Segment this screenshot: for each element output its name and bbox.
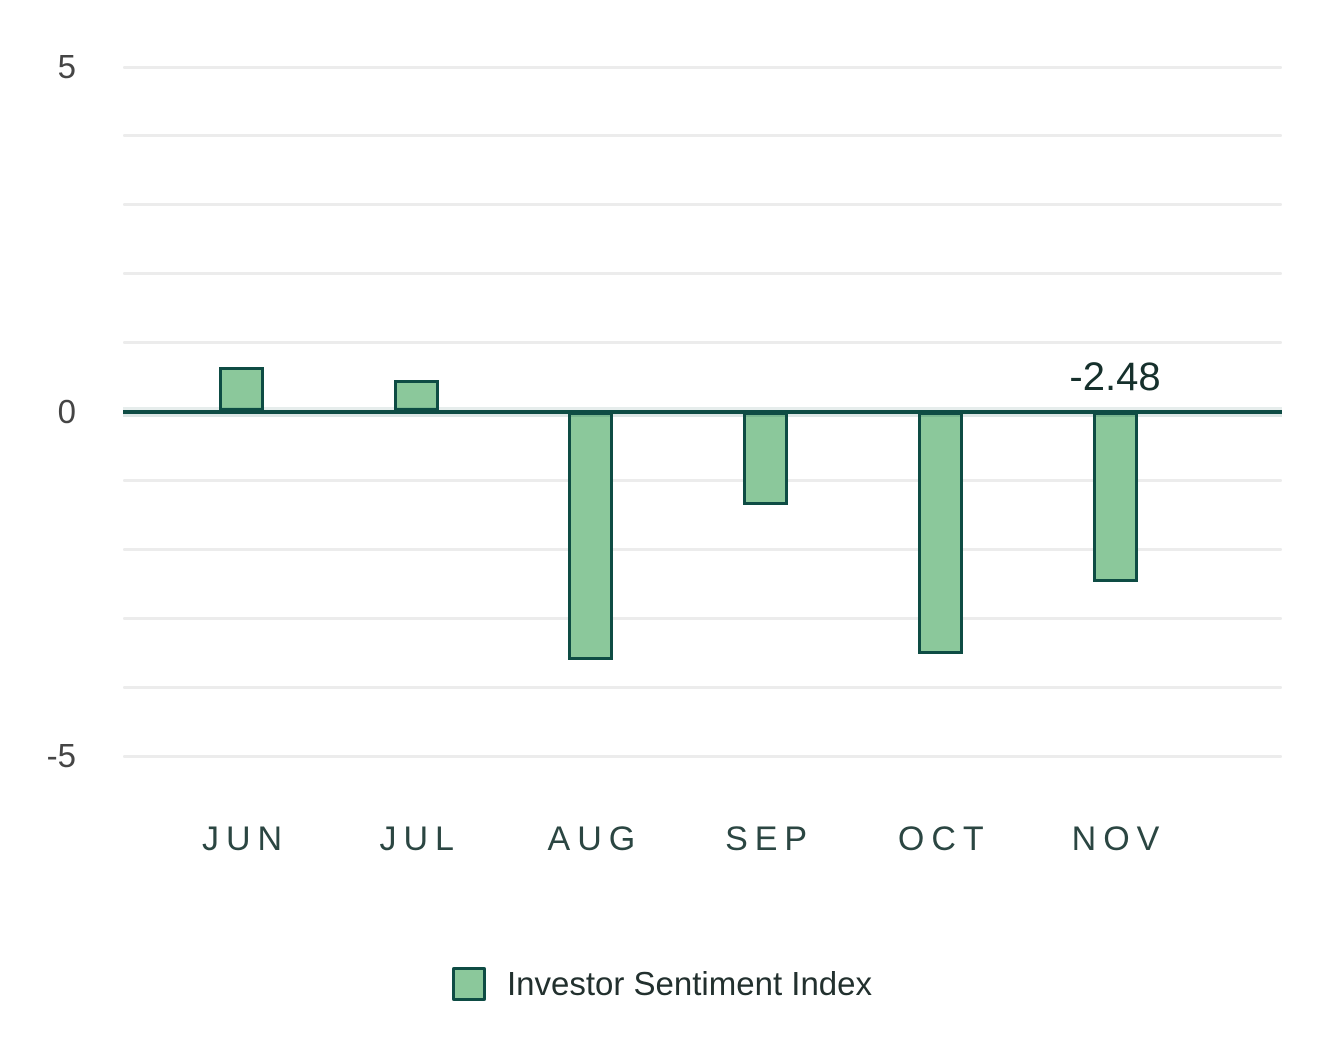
gridline <box>123 203 1282 207</box>
legend: Investor Sentiment Index <box>0 965 1324 1003</box>
bar-oct[interactable] <box>917 411 963 655</box>
gridline <box>123 272 1282 276</box>
gridline <box>123 685 1282 689</box>
x-label-sep: SEP <box>725 820 815 858</box>
y-tick-0: 0 <box>57 392 76 430</box>
x-axis: JUN JUL AUG SEP OCT NOV <box>123 820 1282 864</box>
gridline <box>123 616 1282 620</box>
bar-aug[interactable] <box>568 411 614 660</box>
bar-sep[interactable] <box>743 411 789 506</box>
y-tick-5: 5 <box>57 48 76 85</box>
y-axis: 5 0 -5 <box>0 0 76 1046</box>
gridline <box>123 341 1282 345</box>
y-tick--5: -5 <box>46 737 76 774</box>
gridline <box>123 478 1282 482</box>
x-label-jun: JUN <box>201 820 290 858</box>
gridline <box>123 65 1282 69</box>
bar-jul[interactable] <box>393 380 439 412</box>
gridline <box>123 134 1282 138</box>
zero-axis-line <box>123 409 1282 414</box>
bar-jun[interactable] <box>219 366 264 412</box>
legend-swatch <box>451 967 486 1001</box>
x-label-oct: OCT <box>897 820 991 858</box>
legend-label: Investor Sentiment Index <box>506 965 873 1002</box>
plot-area: -2.48 <box>123 65 1282 758</box>
x-label-jul: JUL <box>379 820 461 858</box>
x-label-aug: AUG <box>547 820 643 858</box>
gridline <box>123 547 1282 551</box>
bar-nov[interactable] <box>1092 411 1138 583</box>
gridline <box>123 754 1282 758</box>
x-label-nov: NOV <box>1071 820 1167 858</box>
data-label-nov: -2.48 <box>1069 354 1161 399</box>
